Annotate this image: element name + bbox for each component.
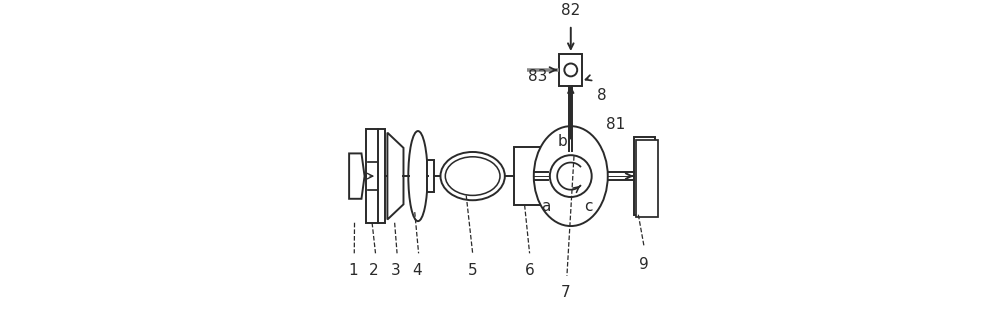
Circle shape [550,155,592,197]
Text: 2: 2 [369,263,379,278]
Bar [636,140,658,217]
Text: 4: 4 [412,263,422,278]
Bar [366,130,385,223]
Text: 8: 8 [597,88,606,103]
Bar [427,160,434,192]
Text: 1: 1 [348,263,357,278]
Ellipse shape [408,131,428,221]
Polygon shape [349,154,365,199]
Polygon shape [387,133,403,219]
Text: 9: 9 [639,256,649,272]
Bar [634,137,655,215]
Text: c: c [584,199,593,214]
Text: 3: 3 [391,263,400,278]
Text: a: a [541,199,550,214]
Ellipse shape [445,157,500,195]
Text: 6: 6 [525,263,534,278]
Text: 82: 82 [561,4,580,18]
Text: 83: 83 [528,69,548,84]
Text: 81: 81 [606,117,625,132]
Text: 5: 5 [468,263,477,278]
Ellipse shape [440,152,505,200]
Text: b: b [558,134,568,149]
Ellipse shape [534,126,608,226]
Circle shape [564,64,577,76]
Bar [559,54,582,86]
Bar [514,147,548,205]
Text: 7: 7 [560,285,570,300]
